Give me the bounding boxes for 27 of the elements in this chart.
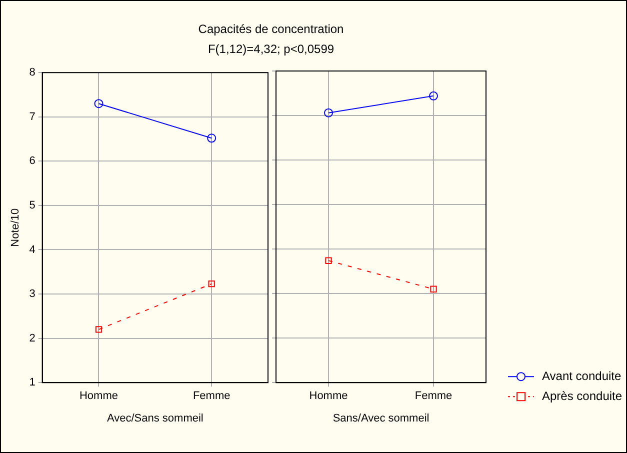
point <box>324 108 333 118</box>
x-tick-label: Femme <box>414 390 452 402</box>
y-tick-label: 6 <box>29 155 36 168</box>
chart-subtitle: F(1,12)=4,32; p<0,0599 <box>206 42 336 56</box>
y-tick-label: 2 <box>29 332 36 344</box>
y-axis-title: Note/10 <box>10 208 22 247</box>
chart-title: Capacités de concentration <box>197 22 345 36</box>
point <box>94 99 104 108</box>
point <box>325 257 332 264</box>
y-tick-label: 3 <box>29 288 36 300</box>
x-tick-label: Homme <box>309 390 348 402</box>
legend-label: Avant conduite <box>542 368 622 383</box>
y-tick-label: 4 <box>29 244 36 256</box>
point <box>429 91 438 100</box>
x-tick-label: Femme <box>192 390 230 402</box>
x-axis-title: Sans/Avec sommeil <box>332 412 430 424</box>
y-tick-label: 7 <box>29 110 36 123</box>
point <box>207 134 216 143</box>
x-axis-title: Avec/Sans sommeil <box>106 412 204 424</box>
point <box>208 280 215 288</box>
y-tick-label: 1 <box>29 376 36 389</box>
x-tick-label: Homme <box>79 390 118 402</box>
point <box>430 286 437 292</box>
y-tick-label: 5 <box>29 199 36 212</box>
y-tick-label: 8 <box>29 66 36 79</box>
point <box>95 326 102 333</box>
legend-label: Après conduite <box>542 388 622 403</box>
